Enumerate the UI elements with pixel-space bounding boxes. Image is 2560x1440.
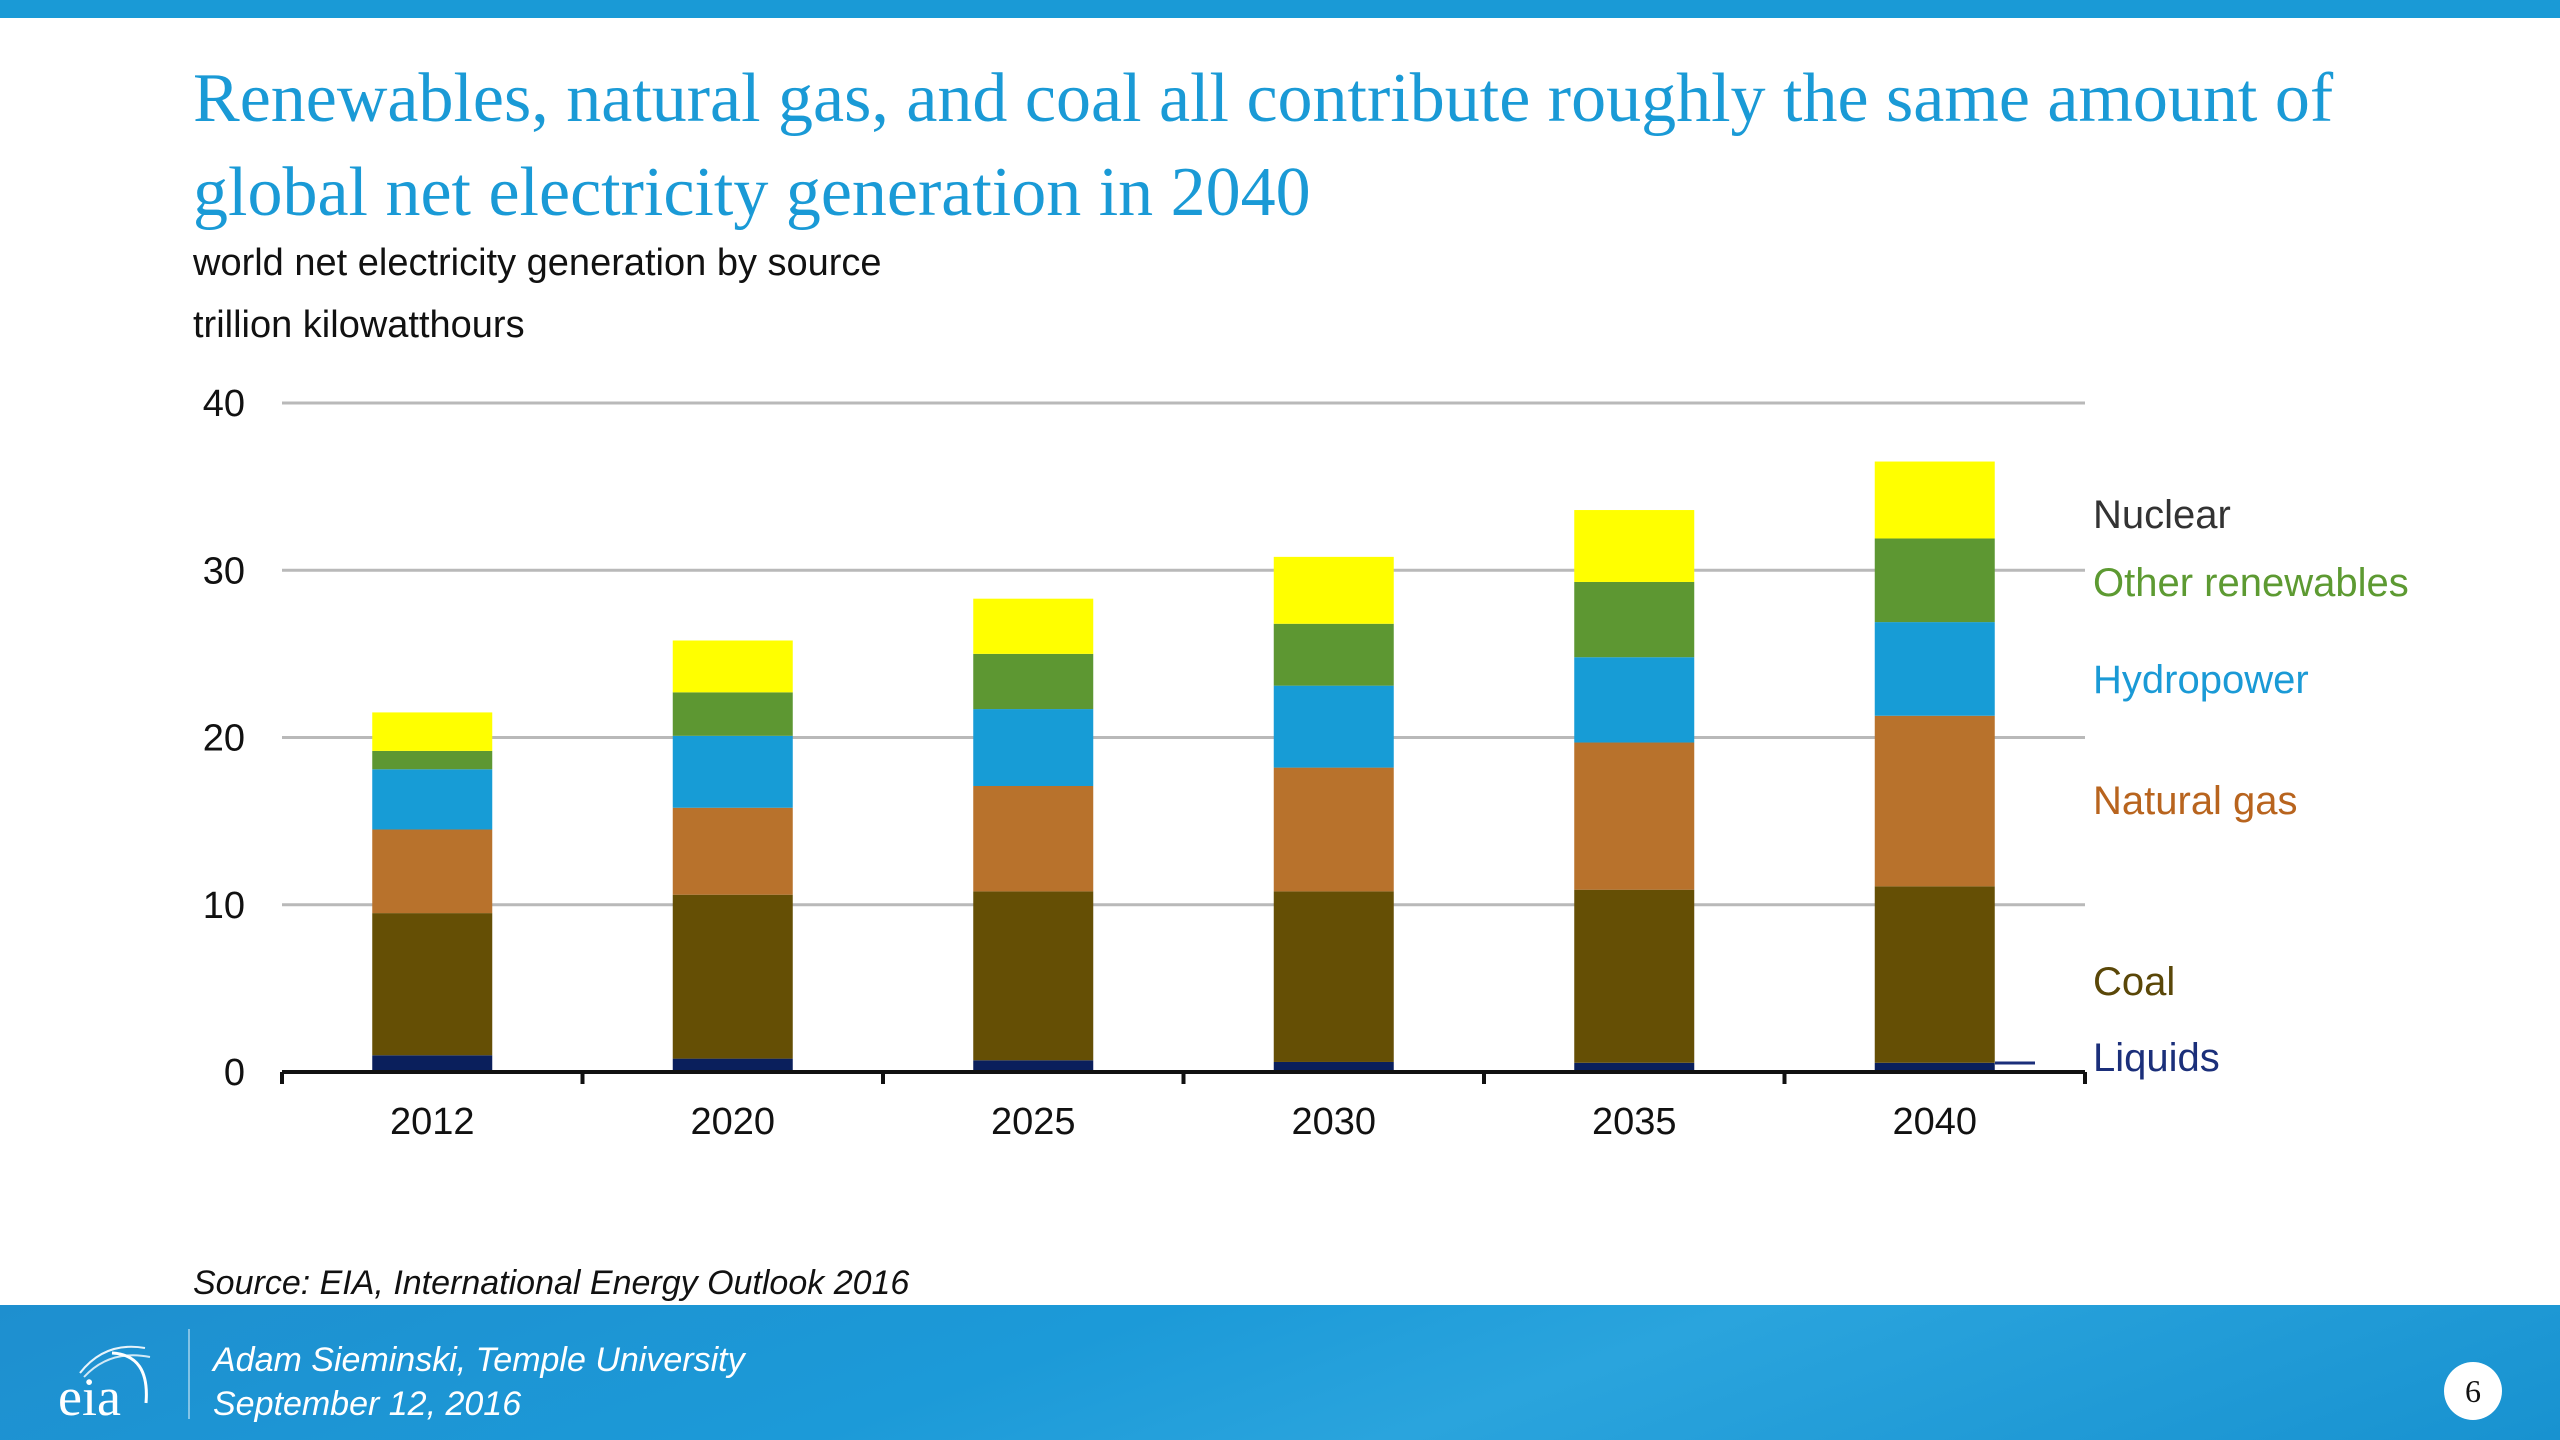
bar-segment-coal [1874, 886, 1995, 1063]
bar-segment-natural-gas [1574, 742, 1695, 890]
bar-segment-other-renewables [372, 750, 493, 770]
presenter-name: Adam Sieminski, Temple University [213, 1341, 745, 1379]
eia-logo-text: eia [58, 1367, 121, 1423]
y-tick-label: 10 [203, 885, 245, 927]
bar-segment-other-renewables [1874, 538, 1995, 623]
bar-segment-hydropower [672, 735, 793, 808]
bar-segment-natural-gas [672, 807, 793, 895]
bar-segment-liquids [1874, 1062, 1995, 1072]
bar-segment-nuclear [672, 640, 793, 693]
legend-label-coal: Coal [2093, 960, 2175, 1004]
chart-subtitle: world net electricity generation by sour… [193, 242, 882, 284]
bar-segment-natural-gas [1874, 715, 1995, 887]
x-tick-label: 2040 [1892, 1101, 1977, 1143]
bar-segment-other-renewables [973, 653, 1094, 710]
bar-segment-hydropower [1874, 622, 1995, 716]
page-number-badge: 6 [2444, 1362, 2502, 1420]
bar-segment-hydropower [973, 709, 1094, 787]
y-tick-label: 20 [203, 718, 245, 760]
x-tick-label: 2030 [1291, 1101, 1376, 1143]
bar-segment-nuclear [1874, 461, 1995, 539]
bar-segment-liquids [372, 1055, 493, 1072]
x-tick-label: 2012 [390, 1101, 475, 1143]
slide-title: Renewables, natural gas, and coal all co… [193, 60, 2334, 231]
bar-segment-natural-gas [1273, 767, 1394, 892]
bar-segment-nuclear [1574, 510, 1695, 582]
bar-segment-other-renewables [1574, 581, 1695, 658]
bar-segment-hydropower [372, 769, 493, 830]
bar-segment-other-renewables [1273, 623, 1394, 686]
footer-divider [188, 1329, 190, 1419]
bar-segment-coal [973, 891, 1094, 1061]
bar-segment-liquids [1574, 1062, 1695, 1072]
bar-segment-natural-gas [372, 829, 493, 914]
x-tick-label: 2020 [690, 1101, 775, 1143]
bar-segment-coal [672, 894, 793, 1059]
bar-segment-other-renewables [672, 692, 793, 736]
bar-segment-nuclear [973, 598, 1094, 654]
y-tick-label: 0 [224, 1052, 245, 1094]
bar-segment-nuclear [1273, 556, 1394, 624]
bar-segment-liquids [973, 1060, 1094, 1072]
footer-bar: eia Adam Sieminski, Temple University Se… [0, 1305, 2560, 1440]
bar-segment-liquids [672, 1058, 793, 1072]
bar-segment-hydropower [1273, 685, 1394, 768]
y-tick-label: 40 [203, 383, 245, 425]
bar-segment-nuclear [372, 712, 493, 751]
legend-label-hydropower: Hydropower [2093, 658, 2309, 702]
bar-segment-hydropower [1574, 657, 1695, 743]
chart-units: trillion kilowatthours [193, 304, 525, 346]
y-tick-label: 30 [203, 550, 245, 592]
x-tick-label: 2025 [991, 1101, 1076, 1143]
top-accent-bar [0, 0, 2560, 18]
bar-segment-coal [372, 913, 493, 1056]
legend-label-natural-gas: Natural gas [2093, 779, 2298, 823]
bar-segment-coal [1273, 891, 1394, 1062]
presentation-date: September 12, 2016 [213, 1385, 522, 1423]
source-note: Source: EIA, International Energy Outloo… [193, 1264, 910, 1302]
bar-segment-liquids [1273, 1061, 1394, 1072]
legend-label-other-renewables: Other renewables [2093, 561, 2409, 605]
x-tick-label: 2035 [1592, 1101, 1677, 1143]
legend-label-nuclear: Nuclear [2093, 493, 2231, 537]
bar-segment-coal [1574, 889, 1695, 1063]
eia-logo-icon: eia [58, 1345, 151, 1423]
bar-segment-natural-gas [973, 786, 1094, 892]
legend-label-liquids: Liquids [2093, 1036, 2220, 1080]
